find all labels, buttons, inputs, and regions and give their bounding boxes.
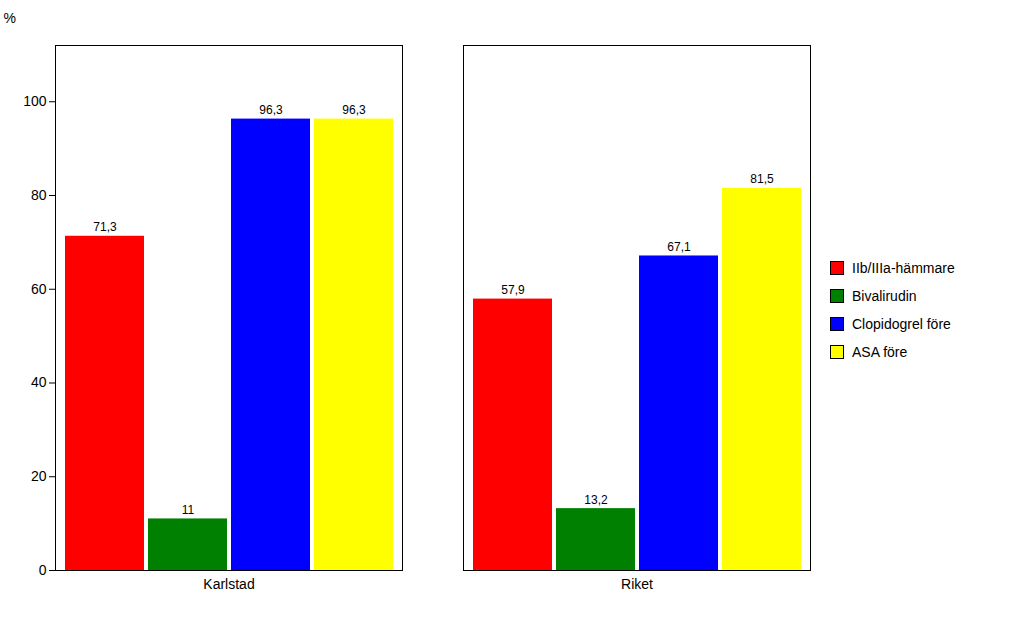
svg-text:57,9: 57,9 xyxy=(501,283,525,297)
svg-text:71,3: 71,3 xyxy=(93,220,117,234)
svg-text:Riket: Riket xyxy=(621,576,653,592)
svg-text:40: 40 xyxy=(31,374,47,390)
svg-text:67,1: 67,1 xyxy=(667,239,691,253)
svg-text:13,2: 13,2 xyxy=(584,492,608,506)
svg-text:100: 100 xyxy=(23,93,47,109)
svg-text:%: % xyxy=(4,10,16,26)
svg-text:80: 80 xyxy=(31,186,47,202)
svg-text:0: 0 xyxy=(39,561,47,577)
svg-text:Karlstad: Karlstad xyxy=(203,576,254,592)
svg-text:96,3: 96,3 xyxy=(259,103,283,117)
svg-text:20: 20 xyxy=(31,468,47,484)
html-text:Bivalirudin: Bivalirudin xyxy=(852,287,917,304)
html-text:ASA före: ASA före xyxy=(852,343,908,360)
svg-text:60: 60 xyxy=(31,280,47,296)
svg-text:11: 11 xyxy=(182,502,195,516)
html-text:Clopidogrel före: Clopidogrel före xyxy=(852,315,951,332)
html-text:IIb/IIIa-hämmare: IIb/IIIa-hämmare xyxy=(852,259,955,276)
svg-text:81,5: 81,5 xyxy=(750,172,774,186)
svg-text:96,3: 96,3 xyxy=(342,103,366,117)
